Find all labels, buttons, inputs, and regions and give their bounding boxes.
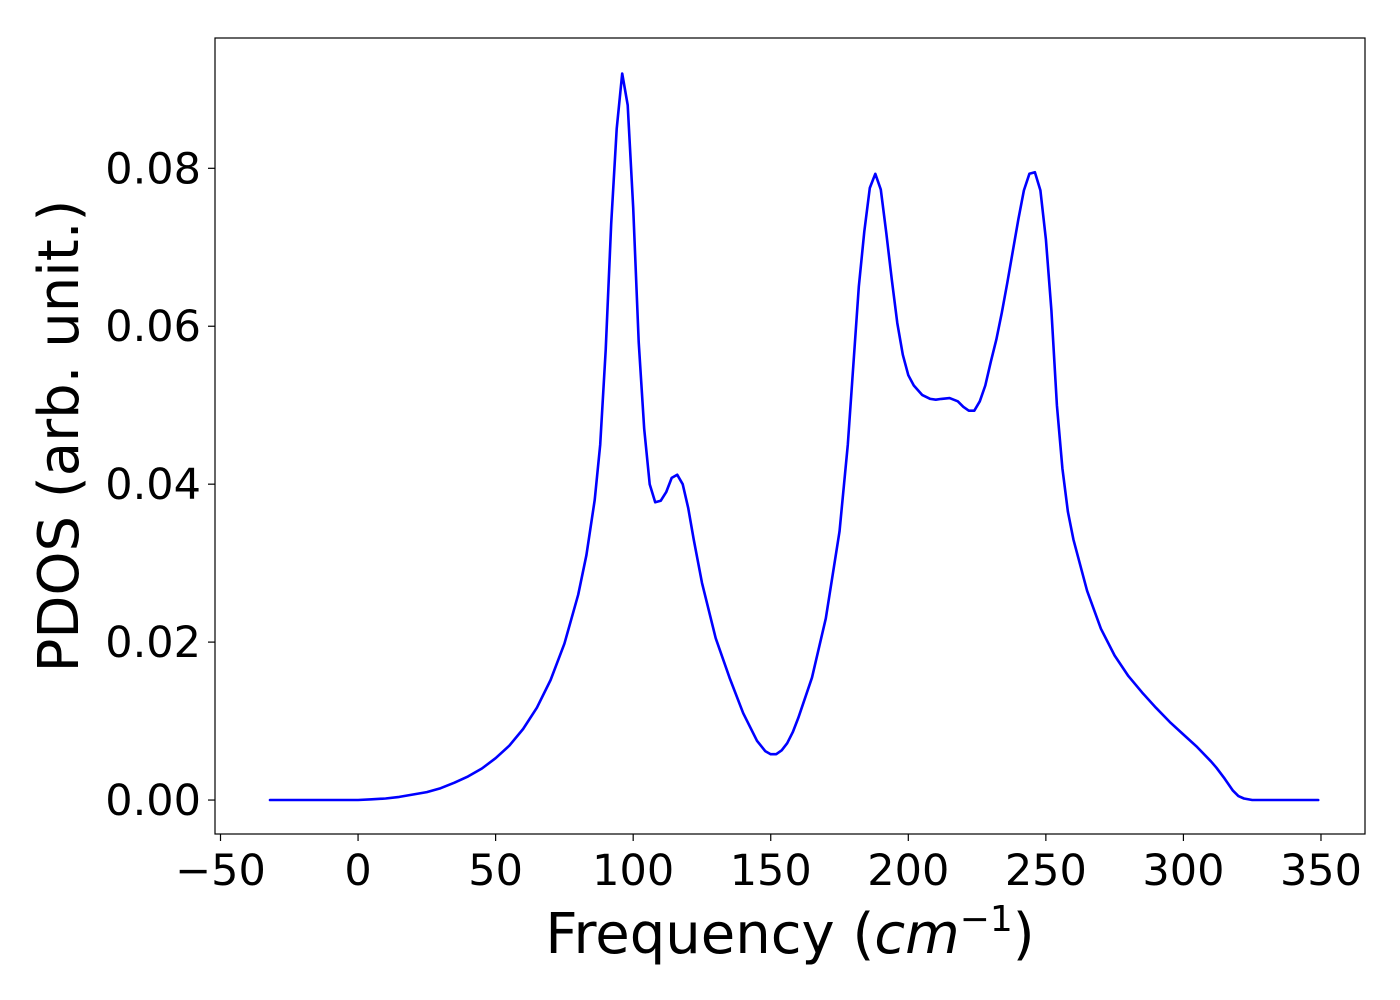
x-axis-label: Frequency (cm−1) — [545, 899, 1034, 967]
x-tick-label: 0 — [344, 846, 371, 896]
series-layer — [268, 72, 1320, 802]
x-tick-label: 200 — [867, 846, 949, 896]
pdos-series-line — [268, 72, 1320, 802]
x-tick-label: 50 — [468, 846, 523, 896]
x-axis-label-unit: cm — [874, 902, 959, 967]
x-axis-ticks: −50 0 50 100 150 200 250 300 350 — [175, 834, 1362, 896]
y-tick-label: 0.08 — [105, 144, 201, 194]
x-axis-label-exponent: −1 — [960, 899, 1013, 940]
plot-frame — [214, 37, 1366, 835]
y-axis-ticks: 0.00 0.02 0.04 0.06 0.08 — [105, 144, 215, 826]
y-tick-label: 0.02 — [105, 618, 201, 668]
y-tick-label: 0.04 — [105, 460, 201, 510]
x-tick-label: 150 — [730, 846, 812, 896]
y-tick-label: 0.00 — [105, 776, 201, 826]
x-tick-label: −50 — [175, 846, 266, 896]
y-tick-label: 0.06 — [105, 302, 201, 352]
x-axis-label-text: Frequency ( — [545, 902, 874, 967]
y-axis-label: PDOS (arb. unit.) — [27, 200, 92, 673]
x-tick-label: 100 — [592, 846, 674, 896]
x-tick-label: 300 — [1142, 846, 1224, 896]
x-tick-label: 250 — [1005, 846, 1087, 896]
x-tick-label: 350 — [1280, 846, 1362, 896]
x-axis-label-close: ) — [1013, 902, 1035, 967]
